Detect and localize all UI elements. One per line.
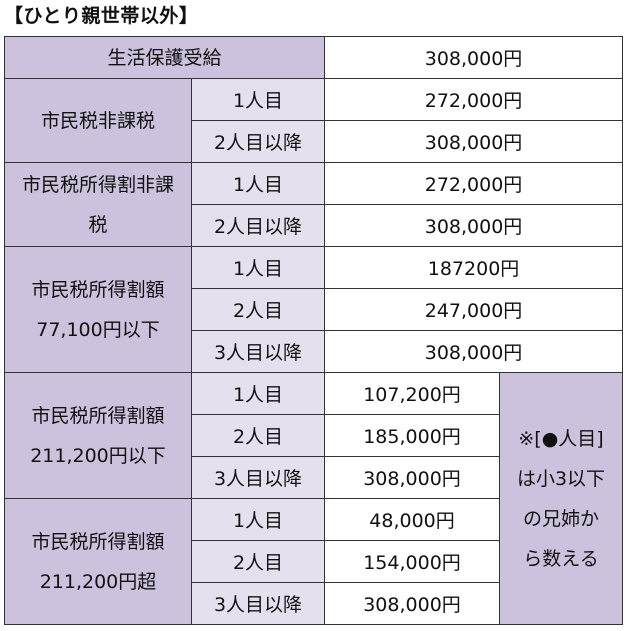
table-row: 3人目以降 308,000円 <box>5 582 623 625</box>
amount-cell: 308,000円 <box>324 204 624 247</box>
child-order-cell: 1人目 <box>190 246 326 289</box>
child-order-cell: 3人目以降 <box>190 582 326 625</box>
amount-cell: 48,000円 <box>324 498 501 541</box>
table-row: 2人目 154,000円 <box>5 540 623 583</box>
category-label-line: 市民税所得割額 <box>31 278 165 301</box>
amount-cell: 272,000円 <box>324 78 624 121</box>
footnote-cell: ※[●人目] は小3以下 の兄姉か ら数える <box>499 372 624 625</box>
footnote-line: の兄姉か <box>523 507 600 530</box>
child-order-cell: 1人目 <box>190 372 326 415</box>
amount-cell: 187200円 <box>324 246 624 289</box>
table-row: 市民税所得割非課 税 1人目 272,000円 <box>4 162 624 247</box>
category-label: 市民税所得割額 77,100円以下 <box>4 246 192 373</box>
table-row: 市民税所得割額 211,200円超 1人目 48,000円 <box>4 498 623 625</box>
category-label-line: 市民税所得割額 <box>31 530 165 553</box>
amount-cell: 185,000円 <box>324 414 501 457</box>
table-row: 2人目 247,000円 <box>5 288 624 331</box>
amount-cell: 308,000円 <box>324 582 501 625</box>
amount-cell: 308,000円 <box>324 120 624 163</box>
table-row: 市民税所得割額 77,100円以下 1人目 187200円 <box>4 246 624 373</box>
amount-cell: 308,000円 <box>324 36 624 79</box>
category-label-line: 211,200円超 <box>39 570 157 593</box>
child-order-cell: 3人目以降 <box>190 456 326 499</box>
category-label-line: 市民税所得割額 <box>31 404 165 427</box>
child-order-cell: 2人目以降 <box>190 120 326 163</box>
table-row: 2人目 185,000円 <box>5 414 623 457</box>
amount-cell: 247,000円 <box>324 288 624 331</box>
category-label-line: 77,100円以下 <box>36 318 160 341</box>
category-label: 市民税所得割非課 税 <box>4 162 192 247</box>
category-label-line: 税 <box>88 213 108 236</box>
table-row: 3人目以降 308,000円 <box>5 330 624 373</box>
footnote-line: は小3以下 <box>516 467 606 490</box>
category-label: 生活保護受給 <box>3 36 326 79</box>
table-row: 市民税所得割額 211,200円以下 1人目 107,200円 ※[●人目] は… <box>4 372 624 625</box>
table-row: 3人目以降 308,000円 <box>5 456 623 499</box>
amount-cell: 308,000円 <box>324 330 624 373</box>
category-label: 市民税所得割額 211,200円以下 <box>4 372 192 499</box>
amount-cell: 154,000円 <box>324 540 501 583</box>
footnote-line: ら数える <box>523 547 599 570</box>
table-row: 生活保護受給 308,000円 <box>3 36 624 79</box>
amount-cell: 272,000円 <box>324 162 624 205</box>
table-row: 2人目以降 308,000円 <box>5 204 624 247</box>
category-label-line: 211,200円以下 <box>30 444 166 467</box>
table-row: 2人目以降 308,000円 <box>5 120 624 163</box>
category-label-line: 市民税所得割非課 <box>21 173 174 196</box>
table-row: 市民税非課税 1人目 272,000円 <box>4 78 624 163</box>
amount-cell: 308,000円 <box>324 456 501 499</box>
page-title: 【ひとり親世帯以外】 <box>4 5 199 27</box>
category-label: 市民税所得割額 211,200円超 <box>4 498 192 625</box>
child-order-cell: 1人目 <box>190 162 326 205</box>
child-order-cell: 1人目 <box>190 78 326 121</box>
category-label: 市民税非課税 <box>4 78 192 163</box>
amount-cell: 107,200円 <box>324 372 501 415</box>
child-order-cell: 2人目 <box>190 414 326 457</box>
child-order-cell: 2人目 <box>190 540 326 583</box>
child-order-cell: 1人目 <box>190 498 326 541</box>
benefit-table: 生活保護受給 308,000円 市民税非課税 1人目 272,000円 2人目以… <box>3 36 624 625</box>
child-order-cell: 3人目以降 <box>190 330 326 373</box>
footnote-line: ※[●人目] <box>518 427 604 450</box>
child-order-cell: 2人目 <box>190 288 326 331</box>
child-order-cell: 2人目以降 <box>190 204 326 247</box>
